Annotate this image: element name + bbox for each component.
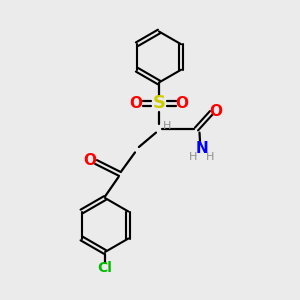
Text: N: N	[195, 141, 208, 156]
Text: Cl: Cl	[98, 262, 112, 275]
Text: O: O	[129, 96, 142, 111]
Text: S: S	[152, 94, 166, 112]
Text: O: O	[209, 103, 223, 118]
Text: H: H	[163, 121, 172, 131]
Text: O: O	[83, 153, 97, 168]
Text: H: H	[189, 152, 197, 162]
Text: H: H	[206, 152, 214, 162]
Text: O: O	[176, 96, 189, 111]
